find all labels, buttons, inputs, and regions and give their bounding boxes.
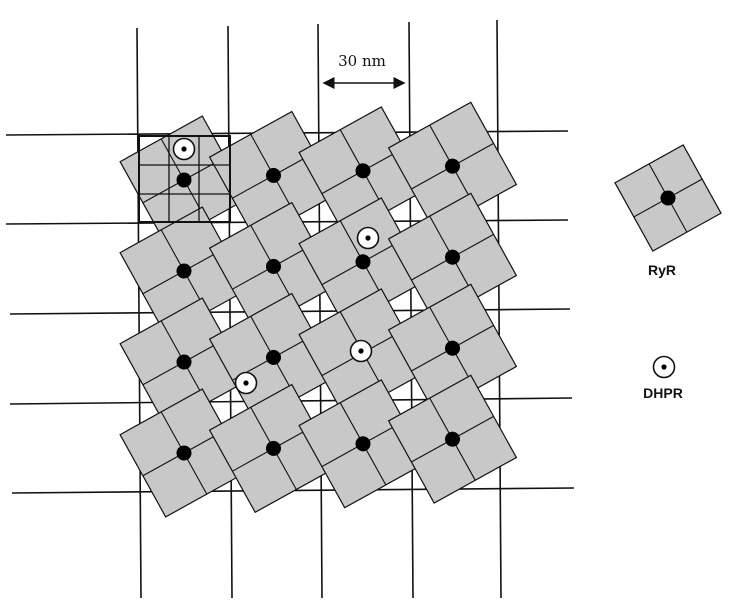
ryr-center-dot xyxy=(445,249,460,265)
ryr-center-dot xyxy=(355,436,371,452)
ryr-center-dot xyxy=(266,258,281,274)
dhpr-marker-3 xyxy=(349,339,373,363)
dhpr-core xyxy=(181,146,187,152)
ryr-center-dot xyxy=(266,440,281,456)
ryr-legend-label: RyR xyxy=(648,262,676,278)
ryr-lattice xyxy=(119,101,518,518)
ryr-tetramer-r4-c2 xyxy=(208,383,339,514)
ryr-center-dot xyxy=(355,163,371,179)
ryr-tetramer-r1-c2 xyxy=(208,110,339,241)
ryr-center-dot xyxy=(176,172,192,188)
ryr-tetramer-r4-c4 xyxy=(387,374,518,504)
scale-bar: 30 nm xyxy=(322,52,406,89)
legend: RyR DHPR xyxy=(614,144,722,401)
ryr-center-dot xyxy=(176,263,192,279)
ryr-tetramer-r3-c4 xyxy=(387,283,518,413)
ryr-center-dot xyxy=(445,158,460,174)
dhpr-legend-marker xyxy=(652,355,676,379)
dhpr-marker-2 xyxy=(356,226,380,250)
dhpr-markers xyxy=(172,137,380,395)
ryr-legend-tetramer xyxy=(614,144,722,252)
ryr-center-dot xyxy=(660,190,676,206)
ryr-center-dot xyxy=(266,167,281,183)
subgrid-outline xyxy=(138,135,231,223)
dhpr-marker-4 xyxy=(234,371,258,395)
scale-bar-label: 30 nm xyxy=(338,52,386,70)
dhpr-marker-1 xyxy=(172,137,196,161)
dhpr-core xyxy=(661,364,667,370)
ryr-center-dot xyxy=(176,445,192,461)
dhpr-core xyxy=(358,348,364,354)
ryr-center-dot xyxy=(445,431,460,447)
dhpr-legend-icon xyxy=(652,355,676,379)
ryr-tetramer-r2-c2 xyxy=(208,201,339,332)
ryr-tetramer-r4-c3 xyxy=(298,379,428,509)
dhpr-core xyxy=(243,380,249,386)
ryr-center-dot xyxy=(266,349,281,365)
dhpr-core xyxy=(365,235,371,241)
ryr-center-dot xyxy=(176,354,192,370)
ryr-center-dot xyxy=(355,254,371,270)
ryr-legend-icon xyxy=(614,144,722,252)
highlight-subgrid xyxy=(138,135,231,223)
dhpr-legend-label: DHPR xyxy=(643,385,683,401)
ryr-center-dot xyxy=(445,340,460,356)
ryr-tetramer-r1-c4 xyxy=(387,101,518,231)
